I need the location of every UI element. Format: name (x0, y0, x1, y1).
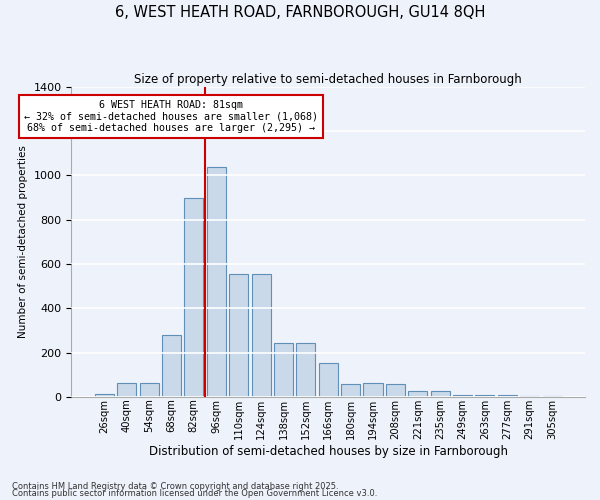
Bar (95, 394, 114, 397)
Bar (274, 343, 293, 397)
Bar (520, 396, 539, 397)
Text: Contains HM Land Registry data © Crown copyright and database right 2025.: Contains HM Land Registry data © Crown c… (12, 482, 338, 491)
Bar (408, 390, 427, 397)
Bar (453, 395, 472, 397)
Bar (542, 396, 562, 397)
Bar (207, 166, 226, 397)
Bar (140, 383, 158, 397)
Bar (117, 383, 136, 397)
Bar (431, 390, 449, 397)
Bar (229, 274, 248, 397)
Text: 6, WEST HEATH ROAD, FARNBOROUGH, GU14 8QH: 6, WEST HEATH ROAD, FARNBOROUGH, GU14 8Q… (115, 5, 485, 20)
Text: Contains public sector information licensed under the Open Government Licence v3: Contains public sector information licen… (12, 490, 377, 498)
Bar (386, 384, 405, 397)
Bar (162, 335, 181, 397)
Y-axis label: Number of semi-detached properties: Number of semi-detached properties (18, 146, 28, 338)
Bar (184, 198, 203, 397)
Text: 6 WEST HEATH ROAD: 81sqm
← 32% of semi-detached houses are smaller (1,068)
68% o: 6 WEST HEATH ROAD: 81sqm ← 32% of semi-d… (25, 100, 319, 133)
Title: Size of property relative to semi-detached houses in Farnborough: Size of property relative to semi-detach… (134, 72, 522, 86)
Bar (364, 383, 383, 397)
X-axis label: Distribution of semi-detached houses by size in Farnborough: Distribution of semi-detached houses by … (149, 444, 508, 458)
Bar (475, 395, 494, 397)
Bar (319, 363, 338, 397)
Bar (498, 395, 517, 397)
Bar (341, 384, 360, 397)
Bar (296, 343, 316, 397)
Bar (251, 274, 271, 397)
